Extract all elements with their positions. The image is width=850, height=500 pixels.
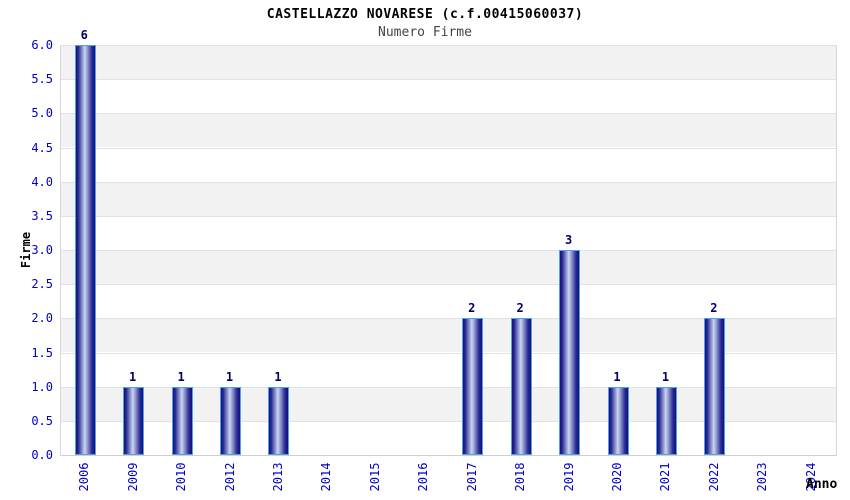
bar-value-label: 1: [274, 369, 282, 384]
bar-2021: [655, 386, 677, 455]
plot-band: [61, 45, 836, 80]
gridline: [61, 79, 836, 81]
x-tick-label: 2022: [706, 462, 721, 492]
plot-band: [61, 250, 836, 285]
gridline: [61, 352, 836, 354]
bar-value-label: 2: [468, 301, 476, 316]
bar-2013: [268, 386, 290, 455]
x-tick-label: 2010: [174, 462, 189, 492]
y-tick-label: 0.5: [31, 413, 53, 428]
gridline: [61, 284, 836, 286]
y-tick-label: 2.0: [31, 311, 53, 326]
x-tick-label: 2021: [658, 462, 673, 492]
bar-2020: [607, 386, 629, 455]
x-tick-label: 2023: [755, 462, 770, 492]
y-tick-label: 1.0: [31, 379, 53, 394]
bar-value-label: 1: [661, 369, 670, 384]
bar-value-label: 1: [225, 369, 234, 384]
x-tick-label: 2014: [319, 462, 334, 492]
x-tick-label: 2009: [125, 462, 140, 492]
y-tick-label: 3.5: [31, 208, 53, 223]
y-tick-label: 4.5: [31, 140, 53, 155]
gridline: [61, 318, 836, 320]
y-tick-label: 3.0: [31, 243, 53, 257]
plot-band: [61, 181, 836, 216]
x-tick-label: 2020: [610, 462, 625, 492]
bar-2010: [171, 386, 193, 455]
y-tick-label: 2.5: [31, 277, 53, 292]
x-tick-label: 2016: [416, 462, 431, 492]
bar-value-label: 1: [177, 369, 185, 384]
bar-value-label: 3: [564, 233, 573, 247]
bar-value-label: 2: [516, 301, 524, 316]
y-tick-label: 1.5: [31, 345, 53, 360]
gridline: [61, 147, 836, 149]
plot-band: [61, 284, 836, 319]
bar-2009: [123, 386, 145, 455]
bar-2017: [462, 318, 484, 455]
gridline: [61, 420, 836, 422]
y-tick-label: 6.0: [31, 38, 53, 52]
x-axis-title: Anno: [806, 477, 838, 492]
bar-value-label: 1: [129, 369, 137, 384]
x-tick-label: 2019: [561, 462, 576, 492]
bar-2019: [559, 250, 581, 455]
gridline: [61, 181, 836, 183]
y-axis-title: Firme: [19, 231, 33, 269]
bar-2018: [510, 318, 532, 455]
bar-value-label: 6: [80, 28, 88, 42]
plot-area: [60, 45, 837, 456]
y-tick-label: 5.0: [31, 106, 53, 121]
bar-value-label: 1: [613, 369, 621, 384]
x-tick-label: 2018: [513, 462, 528, 492]
x-tick-label: 2013: [270, 462, 285, 492]
x-tick-label: 2006: [77, 462, 92, 492]
y-tick-label: 5.5: [31, 72, 53, 87]
chart-title: CASTELLAZZO NOVARESE (c.f.00415060037): [266, 7, 584, 22]
y-tick-label: 0.0: [31, 448, 53, 462]
chart-subtitle: Numero Firme: [378, 25, 472, 40]
gridline: [61, 250, 836, 251]
gridline: [61, 113, 836, 115]
bar-2012: [220, 386, 242, 455]
bar-2006: [74, 45, 96, 455]
gridline: [61, 386, 836, 388]
plot-band: [61, 147, 836, 182]
gridline: [61, 45, 836, 46]
plot-band: [61, 79, 836, 114]
y-tick-label: 4.0: [31, 174, 53, 189]
bar-2022: [704, 318, 726, 455]
bar-value-label: 2: [710, 301, 718, 316]
gridline: [61, 215, 836, 217]
plot-band: [61, 113, 836, 148]
plot-band: [61, 215, 836, 250]
x-tick-label: 2015: [367, 462, 382, 492]
x-tick-label: 2012: [222, 462, 237, 492]
x-tick-label: 2017: [464, 462, 479, 492]
